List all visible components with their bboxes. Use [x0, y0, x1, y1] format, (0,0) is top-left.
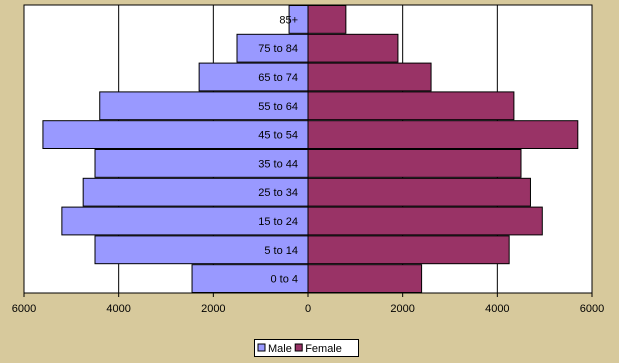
- category-label-8: 75 to 84: [258, 43, 298, 55]
- bar-female-5: [307, 120, 579, 149]
- chart-legend: Male Female: [254, 339, 359, 357]
- category-label-3: 25 to 34: [258, 187, 298, 199]
- bar-female-7: [307, 62, 432, 92]
- bar-male-8: [236, 33, 309, 63]
- category-label-7: 65 to 74: [258, 72, 298, 84]
- bar-female-3: [307, 177, 531, 207]
- x-tick-label-0: 6000: [12, 303, 36, 315]
- bar-female-9: [307, 5, 347, 34]
- x-tick-label-3: 0: [305, 303, 311, 315]
- bar-male-5: [42, 120, 309, 149]
- category-label-0: 0 to 4: [270, 274, 298, 286]
- category-label-1: 5 to 14: [264, 245, 298, 257]
- bar-female-0: [307, 264, 423, 294]
- legend-swatch-female: [294, 343, 303, 352]
- bar-female-4: [307, 149, 522, 178]
- bar-female-1: [307, 235, 510, 265]
- x-tick-label-4: 2000: [390, 303, 414, 315]
- category-label-9: 85+: [279, 14, 298, 26]
- x-tick-label-5: 4000: [485, 303, 509, 315]
- legend-swatch-male: [257, 343, 266, 352]
- bar-male-7: [198, 62, 309, 92]
- bar-male-0: [191, 264, 309, 294]
- category-label-2: 15 to 24: [258, 216, 298, 228]
- bar-female-2: [307, 206, 543, 236]
- x-tick-label-2: 2000: [201, 303, 225, 315]
- legend-label-female: Female: [305, 343, 342, 355]
- legend-label-male: Male: [268, 343, 292, 355]
- bar-male-6: [99, 91, 309, 121]
- x-tick-label-1: 4000: [106, 303, 130, 315]
- category-label-5: 45 to 54: [258, 130, 298, 142]
- bar-female-6: [307, 91, 515, 121]
- bar-female-8: [307, 33, 399, 63]
- category-label-6: 55 to 64: [258, 101, 298, 113]
- x-tick-label-6: 6000: [580, 303, 604, 315]
- category-label-4: 35 to 44: [258, 158, 298, 170]
- bar-male-1: [94, 235, 309, 265]
